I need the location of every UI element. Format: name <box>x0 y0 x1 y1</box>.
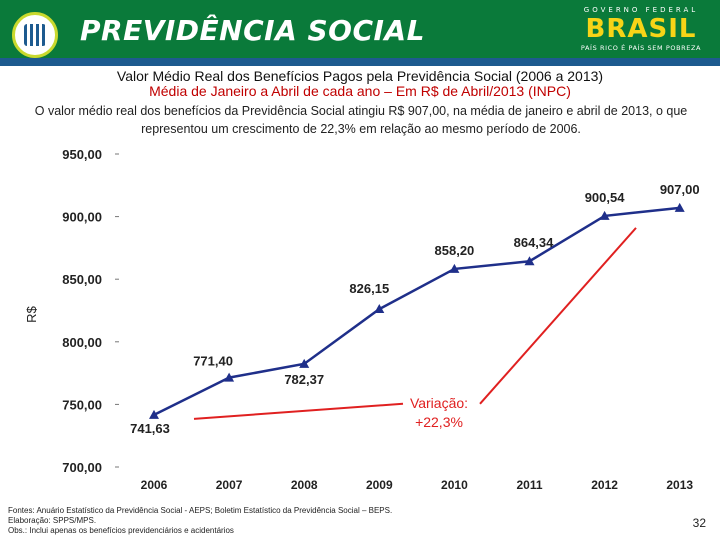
x-tick-label: 2007 <box>216 478 243 492</box>
data-point-marker <box>149 409 159 419</box>
previdencia-logo-icon <box>12 12 58 58</box>
data-label: 771,40 <box>193 354 233 369</box>
page-number: 32 <box>692 516 706 530</box>
x-tick-label: 2010 <box>441 478 468 492</box>
intro-text: O valor médio real dos benefícios da Pre… <box>34 104 688 136</box>
brand-title: PREVIDÊNCIA SOCIAL <box>80 14 425 47</box>
y-tick-label: 950,00 <box>62 147 102 162</box>
x-tick-label: 2008 <box>291 478 318 492</box>
footer-elaboration: Elaboração: SPPS/MPS. <box>8 516 97 525</box>
data-point-marker <box>374 304 385 314</box>
x-tick-label: 2006 <box>141 478 168 492</box>
header-banner: PREVIDÊNCIA SOCIAL GOVERNO FEDERAL BRASI… <box>0 0 720 66</box>
x-tick-label: 2013 <box>666 478 693 492</box>
data-label: 826,15 <box>349 281 389 296</box>
data-label: 782,37 <box>284 372 324 387</box>
footer-sources: Fontes: Anuário Estatístico da Previdênc… <box>8 506 393 515</box>
line-chart: 700,00 750,00 800,00 850,00 900,00 950,00 R$ 20… <box>24 147 700 492</box>
x-tick-label: 2012 <box>591 478 618 492</box>
x-tick-label: 2011 <box>516 478 542 492</box>
series-line <box>153 206 680 416</box>
data-label: 907,00 <box>660 182 700 197</box>
data-point-marker <box>599 210 610 220</box>
gov-brasil-text: BRASIL <box>585 14 697 44</box>
y-axis-label: R$ <box>24 305 39 322</box>
footer-notes: Fontes: Anuário Estatístico da Previdênc… <box>8 506 392 536</box>
x-tick-label: 2009 <box>366 478 393 492</box>
data-point-marker <box>299 358 310 368</box>
variation-value: +22,3% <box>415 414 463 430</box>
data-point-marker <box>674 202 685 212</box>
y-tick-label: 900,00 <box>62 210 102 225</box>
governo-federal-logo: GOVERNO FEDERAL BRASIL PAÍS RICO É PAÍS … <box>568 6 714 60</box>
variation-baseline <box>193 402 404 420</box>
gov-top-text: GOVERNO FEDERAL <box>583 6 699 14</box>
data-point-marker <box>449 263 460 273</box>
y-tick-label: 700,00 <box>62 460 102 475</box>
y-tick-label: 800,00 <box>62 335 102 350</box>
variation-rise-line <box>479 227 637 405</box>
chart-title: Valor Médio Real dos Benefícios Pagos pe… <box>116 68 604 84</box>
variation-label: Variação: <box>410 395 468 411</box>
data-point-marker <box>224 372 235 382</box>
y-tick-label: 750,00 <box>62 397 102 412</box>
header-divider <box>0 58 720 66</box>
data-label: 741,63 <box>130 421 170 436</box>
data-label: 900,54 <box>585 190 626 205</box>
data-point-marker <box>524 256 535 266</box>
footer-observation: Obs.: Inclui apenas os benefícios previd… <box>8 526 234 535</box>
data-label: 864,34 <box>514 235 555 250</box>
data-label: 858,20 <box>435 243 475 258</box>
chart-subtitle: Média de Janeiro a Abril de cada ano – E… <box>149 83 571 99</box>
y-tick-label: 850,00 <box>62 272 102 287</box>
gov-slogan-text: PAÍS RICO É PAÍS SEM POBREZA <box>580 44 702 52</box>
